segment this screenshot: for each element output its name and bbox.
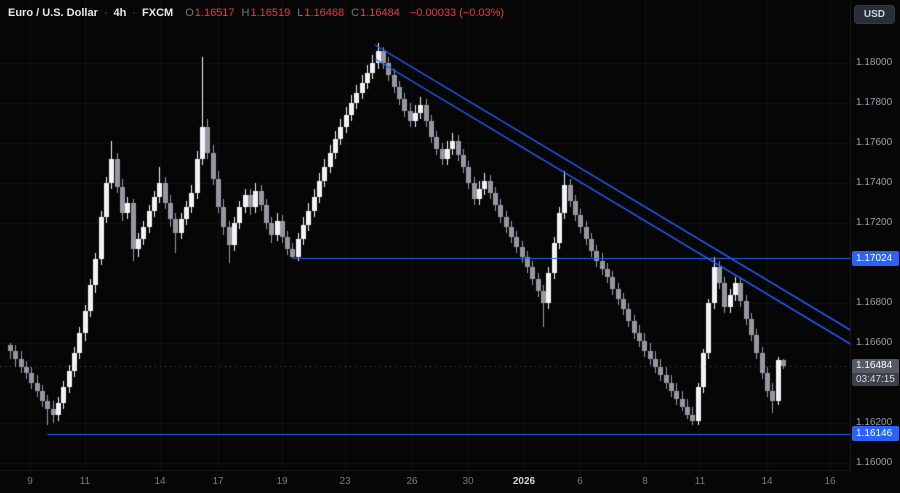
high-value: 1.16519: [250, 7, 291, 19]
close-value: 1.16484: [360, 7, 400, 19]
time-axis-label: 19: [276, 476, 288, 487]
separator-dot: ·: [132, 7, 137, 19]
time-axis-year-label: 2026: [512, 476, 536, 487]
last-price-value: 1.16484: [852, 359, 899, 374]
last-price-label: 1.16484 03:47:15: [852, 359, 899, 387]
time-axis-label: 14: [761, 476, 773, 487]
open-value: 1.16517: [194, 7, 235, 19]
separator-dot: ·: [103, 7, 108, 19]
price-axis-label: 1.16800: [856, 297, 893, 308]
low-label: L: [297, 7, 304, 19]
time-axis-label: 26: [406, 476, 418, 487]
price-axis[interactable]: 1.17024 1.16484 03:47:15 1.16146 1.18000…: [850, 0, 900, 471]
time-axis-label: 11: [694, 476, 706, 487]
bar-countdown: 03:47:15: [852, 373, 899, 387]
price-level-marker-lower[interactable]: 1.16146: [852, 426, 899, 442]
price-axis-label: 1.18000: [856, 57, 893, 68]
open-label: O: [185, 7, 194, 19]
ohlc-readout: O1.16517 H1.16519 L1.16468 C1.16484: [185, 7, 400, 19]
chart-legend: Euro / U.S. Dollar · 4h · FXCM O1.16517 …: [8, 7, 504, 19]
low-value: 1.16468: [304, 7, 345, 19]
close-label: C: [351, 7, 360, 19]
time-axis-label: 8: [642, 476, 648, 487]
change-value: −0.00033 (−0.03%): [409, 7, 505, 19]
price-axis-label: 1.17800: [856, 97, 893, 108]
price-level-marker-upper[interactable]: 1.17024: [852, 250, 899, 266]
exchange-label: FXCM: [142, 7, 174, 19]
time-axis-label: 30: [462, 476, 474, 487]
price-axis-label: 1.16000: [856, 457, 893, 468]
time-axis-label: 11: [79, 476, 91, 487]
price-axis-label: 1.16200: [856, 417, 893, 428]
time-axis-label: 16: [824, 476, 836, 487]
time-axis-label: 14: [154, 476, 166, 487]
time-axis-label: 9: [27, 476, 33, 487]
interval-label[interactable]: 4h: [113, 7, 127, 19]
price-axis-label: 1.17200: [856, 217, 893, 228]
high-label: H: [241, 7, 250, 19]
price-axis-label: 1.17400: [856, 177, 893, 188]
currency-toggle-button[interactable]: USD: [853, 5, 895, 24]
price-axis-label: 1.17600: [856, 137, 893, 148]
time-axis-label: 23: [339, 476, 351, 487]
price-axis-label: 1.16600: [856, 337, 893, 348]
symbol-title[interactable]: Euro / U.S. Dollar: [8, 7, 98, 19]
time-axis[interactable]: 9 11 14 17 19 23 26 30 2026 6 8 11 14 16: [0, 470, 851, 493]
time-axis-label: 6: [577, 476, 583, 487]
time-axis-label: 17: [212, 476, 224, 487]
